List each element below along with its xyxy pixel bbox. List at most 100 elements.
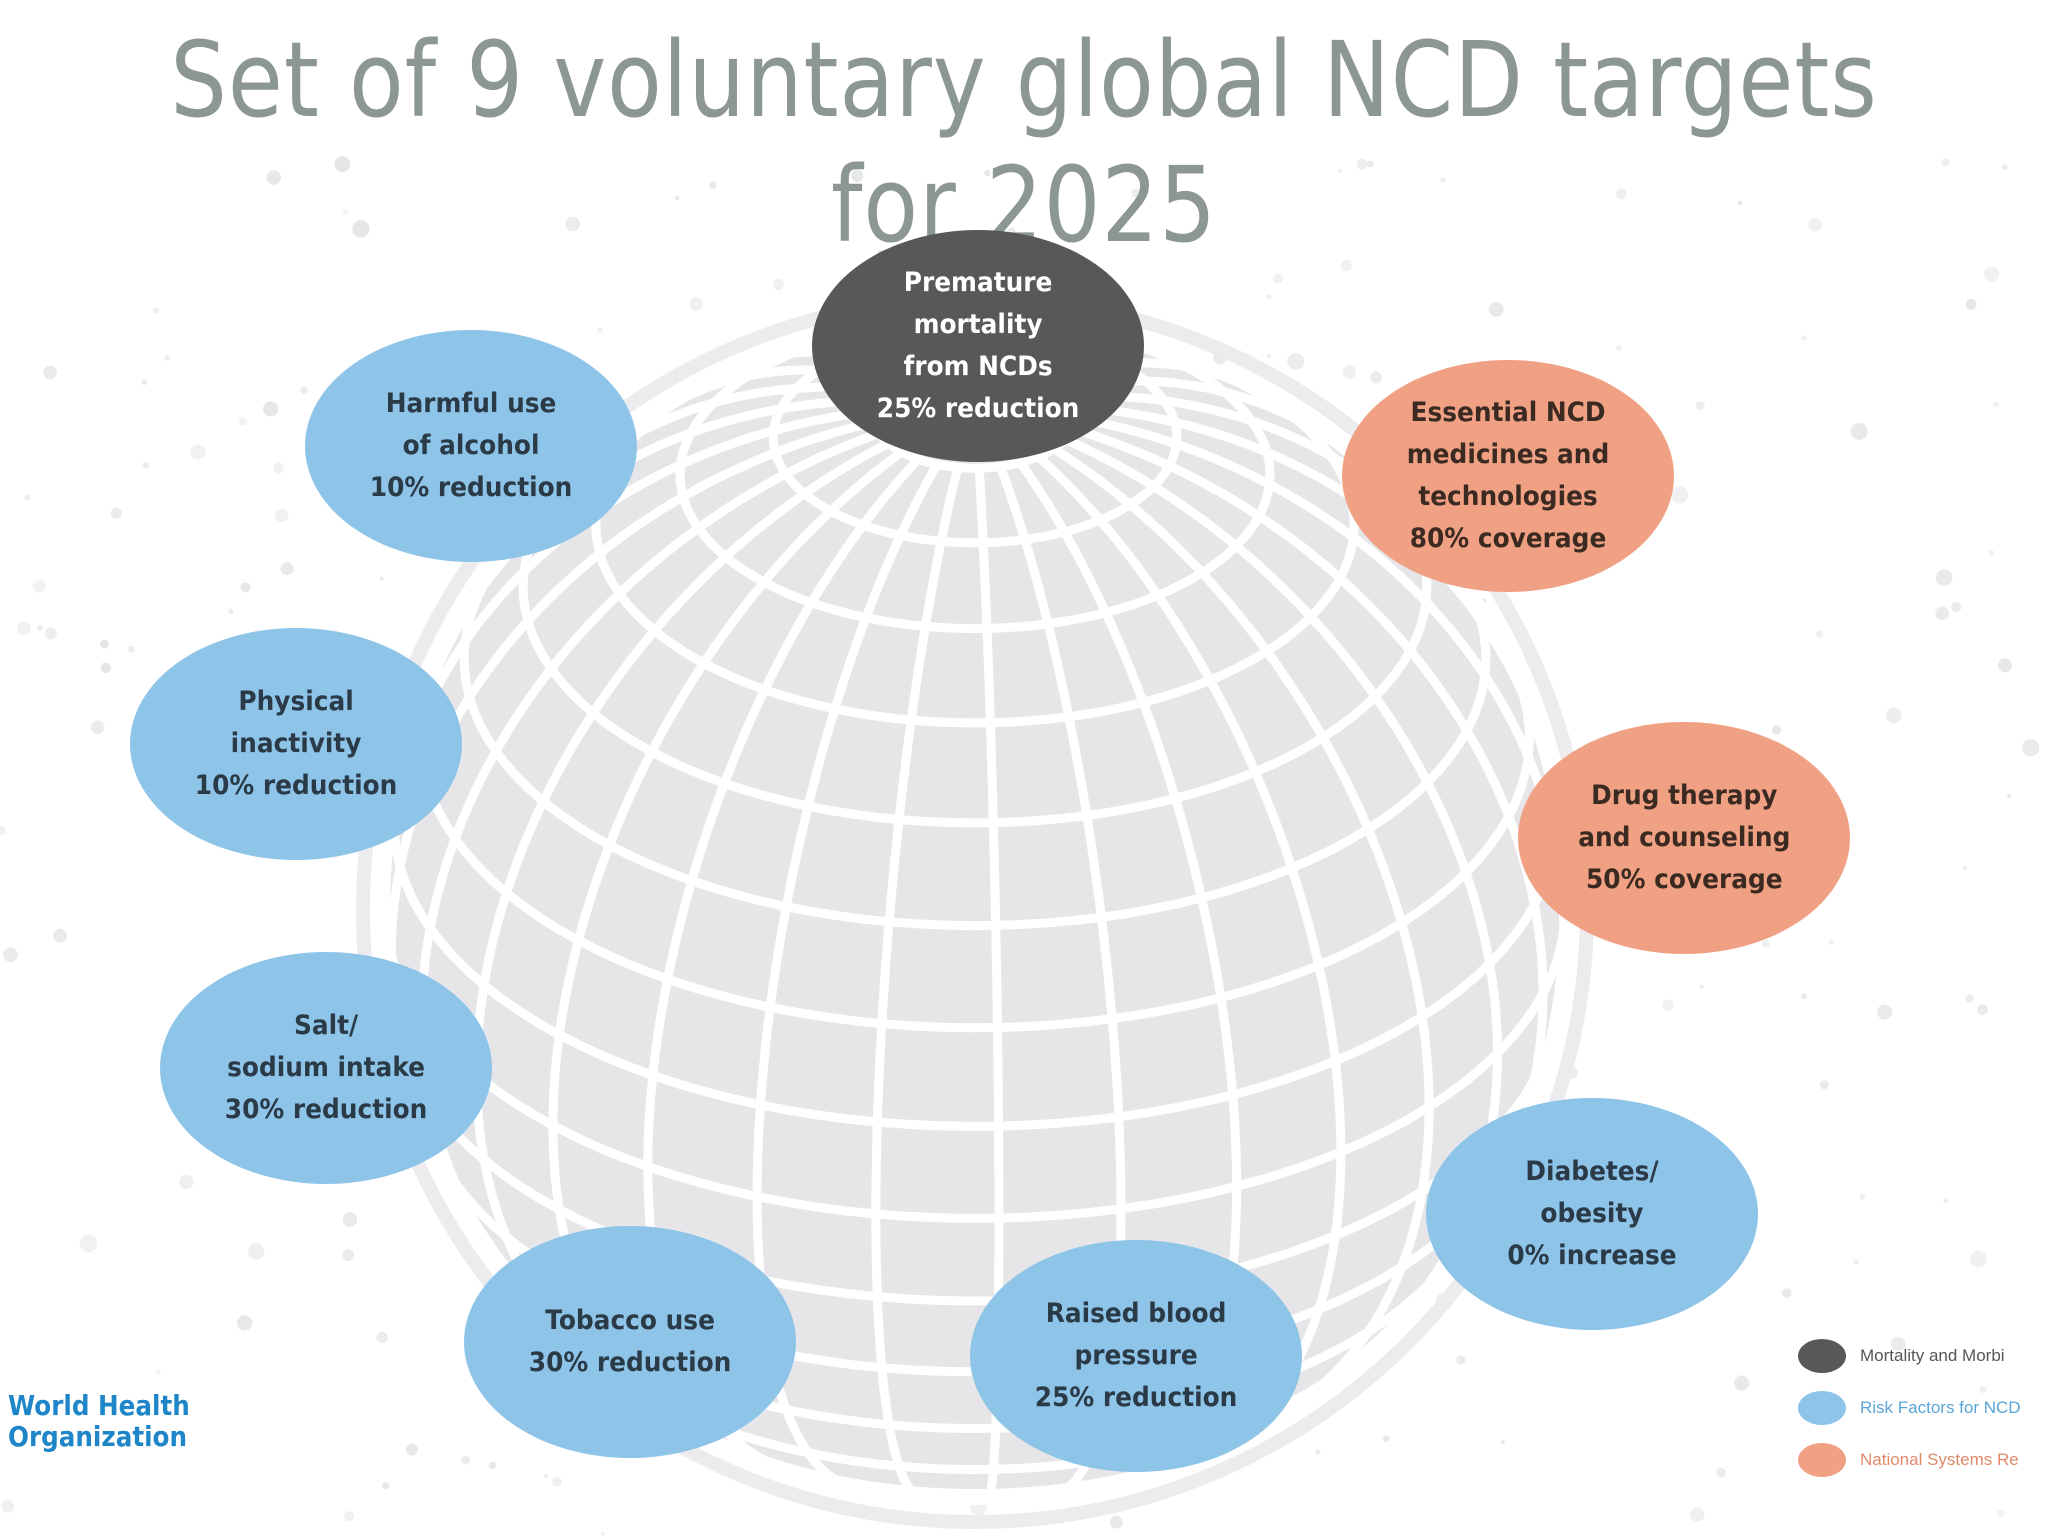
background-dot [1997,1509,2005,1518]
background-dot [488,1461,497,1470]
background-dot [100,639,109,649]
target-label: Drug therapy and counseling 50% coverage [1577,780,1791,895]
background-dot [1859,1193,1866,1200]
background-dot [352,220,370,238]
background-dot [164,354,171,361]
globe-gridline [389,790,1561,1131]
background-dot [342,1249,355,1262]
background-dot [1699,984,1704,989]
background-dot [709,181,717,189]
background-dot [2002,164,2008,170]
background-dot [263,401,279,417]
background-dot [53,928,68,943]
background-dot [565,216,581,232]
target-essential-medicines: Essential NCD medicines and technologies… [1342,360,1674,592]
target-label: Harmful use of alcohol 10% reduction [369,388,573,503]
background-dot [110,507,122,519]
background-dot [405,1443,418,1456]
background-dot [1615,188,1627,200]
legend-item-risk-factors: Risk Factors for NCD [1798,1382,2048,1434]
background-dot [238,417,248,426]
background-dot [300,386,308,395]
background-dot [461,1455,471,1465]
background-dot [1367,160,1374,168]
background-dot [1983,266,2000,283]
target-salt: Salt/ sodium intake 30% reduction [160,952,492,1184]
background-dot [601,1531,606,1536]
background-dot [142,462,149,469]
background-dot [1342,365,1357,379]
background-dot [342,208,348,215]
background-dot [1853,1259,1859,1265]
legend-swatch [1798,1339,1846,1373]
background-dot [1969,1250,1987,1268]
background-dot [1338,168,1343,173]
background-dot [1977,1004,1988,1016]
background-dot [152,307,160,315]
background-dot [1801,335,1807,341]
background-dot [1943,1197,1949,1204]
target-physical-inactivity: Physical inactivity 10% reduction [130,628,462,860]
background-dot [551,1476,562,1487]
background-dot [236,1315,253,1331]
background-dot [334,156,351,173]
background-dot [24,494,31,501]
background-dot [1819,1080,1829,1090]
background-dot [274,508,289,523]
background-dot [1988,550,1995,556]
background-dot [1716,1467,1726,1478]
background-dot [1662,999,1674,1011]
logo-line-1: World Health [8,1389,190,1422]
target-drug-therapy: Drug therapy and counseling 50% coverage [1518,722,1850,954]
background-dot [674,195,680,201]
background-dot [2022,739,2040,757]
background-dot [2007,793,2012,798]
background-dot [1762,939,1770,948]
background-dot [90,720,105,735]
background-dot [1815,630,1824,638]
background-dot [342,1212,358,1227]
background-dot [0,825,6,836]
background-dot [597,327,603,333]
background-dot [1782,1288,1792,1298]
background-dot [179,1174,194,1190]
background-dot [1737,200,1743,206]
background-dot [155,1369,161,1375]
background-dot [16,621,31,636]
target-alcohol: Harmful use of alcohol 10% reduction [305,330,637,562]
target-label: Tobacco use 30% reduction [528,1305,732,1378]
background-dot [1383,1435,1390,1443]
background-dot [773,278,785,291]
background-dot [1500,1439,1505,1445]
background-dot [1,1499,15,1513]
target-label: Raised blood pressure 25% reduction [1034,1298,1238,1413]
background-dot [1695,401,1705,410]
background-dot [273,462,284,474]
background-dot [240,582,251,593]
background-dot [1891,1336,1906,1352]
target-blood-pressure: Raised blood pressure 25% reduction [970,1240,1302,1472]
legend-label: National Systems Re [1860,1450,2019,1469]
background-dot [1671,486,1689,504]
target-diabetes: Diabetes/ obesity 0% increase [1426,1098,1758,1330]
who-logo: World Health Organization [8,1390,190,1453]
background-dot [79,1234,98,1253]
background-dot [1965,994,1974,1003]
globe-gridline [471,438,893,1365]
background-dot [1962,865,1968,871]
background-dot [1801,993,1808,1000]
target-label: Essential NCD medicines and technologies… [1406,397,1610,554]
background-dot [1266,294,1272,300]
background-dot [127,645,135,654]
target-premature-mortality: Premature mortality from NCDs 25% reduct… [812,230,1144,462]
background-dot [851,169,864,182]
background-dot [1850,422,1868,440]
background-dot [1941,158,1950,167]
globe-gridline [1049,444,1434,1414]
globe-gridline [1069,424,1548,1181]
background-dot [1488,302,1504,317]
background-dot [1356,158,1368,170]
globe-gridline [871,462,963,1503]
legend-swatch [1798,1391,1846,1425]
background-dot [1266,353,1271,359]
